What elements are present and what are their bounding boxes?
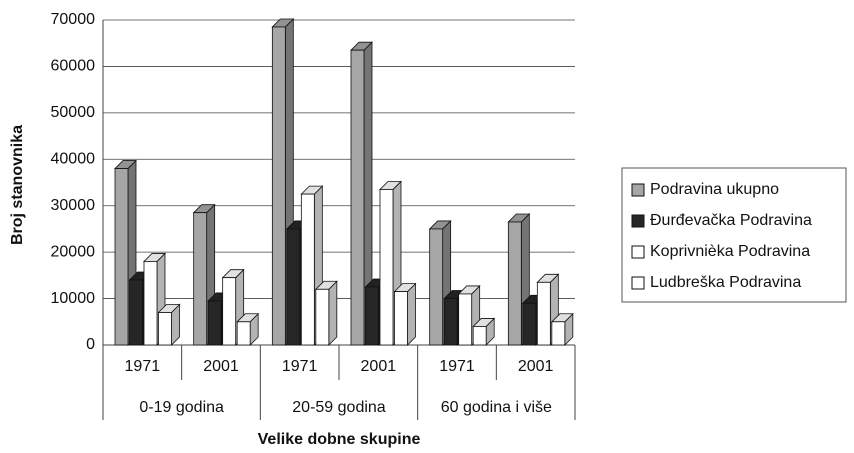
y-tick-label: 70000	[51, 11, 96, 28]
legend-box	[621, 167, 847, 303]
bar	[429, 228, 444, 346]
bar	[286, 228, 301, 346]
legend-label: Podravina ukupno	[650, 181, 779, 198]
y-axis-title: Broj stanovnika	[9, 125, 26, 245]
bar	[551, 321, 566, 346]
bar	[315, 288, 330, 346]
x-group-label: 20-59 godina	[292, 399, 386, 416]
y-tick-label: 40000	[51, 151, 96, 168]
x-tick-label: 1971	[439, 358, 475, 375]
y-tick-label: 30000	[51, 197, 96, 214]
x-group-label: 60 godina i više	[441, 399, 552, 416]
legend-swatch	[631, 276, 645, 290]
legend-label: Đurđevačka Podravina	[650, 212, 812, 229]
bar-side	[407, 282, 416, 346]
bar	[193, 212, 208, 346]
legend-swatch	[631, 214, 645, 228]
bar	[522, 302, 537, 346]
bar	[114, 168, 129, 346]
legend-label: Koprivnièka Podravina	[650, 243, 810, 260]
bar	[507, 221, 522, 346]
legend-label: Ludbreška Podravina	[650, 274, 801, 291]
legend-swatch	[631, 183, 645, 197]
y-tick-label: 60000	[51, 58, 96, 75]
legend-swatch	[631, 245, 645, 259]
x-axis-title: Velike dobne skupine	[258, 431, 421, 448]
bar	[158, 312, 172, 346]
bar	[379, 189, 394, 346]
bar	[365, 286, 379, 346]
bar	[129, 279, 143, 346]
bar	[143, 261, 158, 346]
bar	[271, 26, 286, 346]
y-tick-label: 50000	[51, 104, 96, 121]
bar	[472, 326, 487, 346]
x-tick-label: 1971	[125, 358, 161, 375]
bar	[222, 277, 237, 346]
x-tick-label: 2001	[361, 358, 397, 375]
y-tick-label: 0	[86, 336, 95, 353]
bar	[443, 298, 458, 346]
x-tick-label: 1971	[282, 358, 318, 375]
bar	[536, 281, 551, 346]
bar	[458, 293, 473, 346]
x-tick-label: 2001	[203, 358, 239, 375]
bar	[394, 291, 408, 346]
bar	[350, 49, 365, 346]
x-group-label: 0-19 godina	[139, 399, 224, 416]
y-tick-label: 20000	[51, 243, 96, 260]
x-tick-label: 2001	[518, 358, 554, 375]
bar-side	[328, 280, 338, 346]
bar	[236, 321, 251, 346]
bar	[300, 193, 315, 346]
y-tick-label: 10000	[51, 290, 96, 307]
bar	[207, 300, 222, 346]
